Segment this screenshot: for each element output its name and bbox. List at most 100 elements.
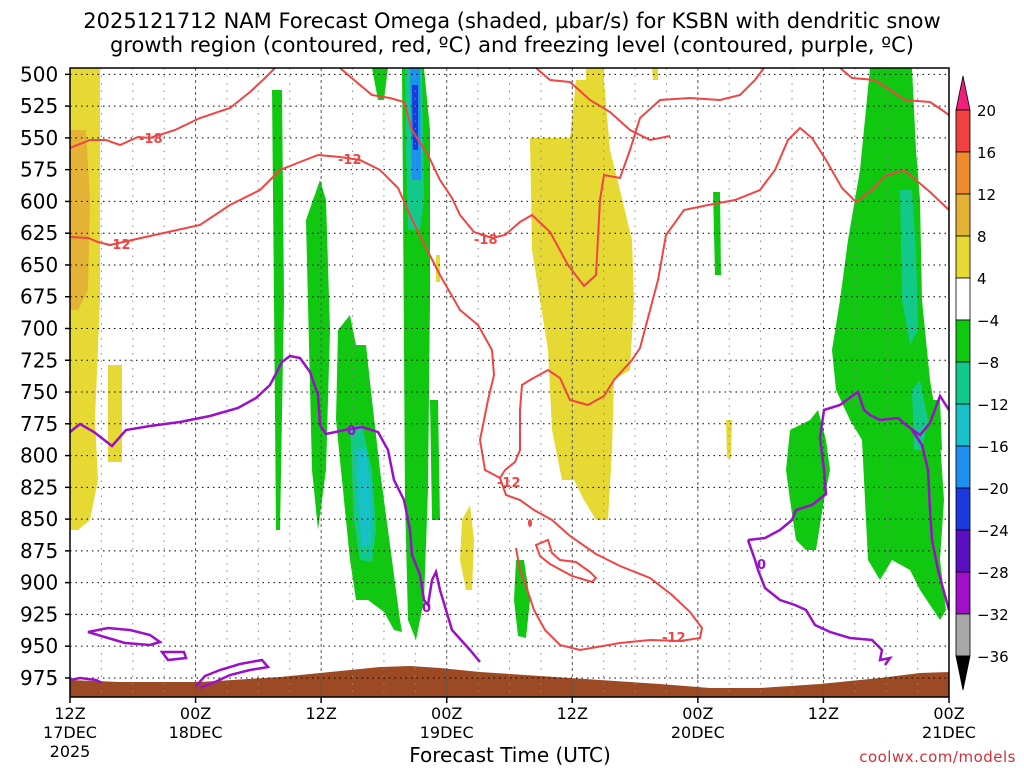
contour-label-red: -12 [338,153,362,168]
omega-sinking-area [430,400,440,520]
colorbar-swatch [955,445,971,489]
omega-sinking-area [412,85,418,150]
purple-contour-line [159,650,188,662]
purple-contour-line [87,626,163,647]
omega-sinking-area [786,410,830,550]
purple-contour-line [70,676,103,685]
y-tick-label: 575 [20,158,58,182]
omega-sinking-area [514,560,530,638]
contour-label-purple: 0 [422,601,431,616]
site-credit: coolwx.com/models [859,748,1016,766]
contour-label-red: -12 [540,555,542,557]
y-tick-label: 625 [20,221,58,245]
y-tick-label: 700 [20,316,58,340]
colorbar-label: 16 [977,144,996,162]
x-tick-label: 20DEC [671,723,725,742]
colorbar-cap-top [955,75,971,111]
colorbar-label: −8 [977,354,999,372]
y-tick-label: 975 [20,666,58,690]
x-tick-label: 18DEC [169,723,223,742]
colorbar-label: 8 [977,228,987,246]
y-tick-label: 950 [20,634,58,658]
colorbar-swatch [955,403,971,447]
purple-contour-line [70,354,481,663]
x-axis-title: Forecast Time (UTC) [409,743,611,767]
contour-label-purple: 0 [757,558,766,573]
colorbar-label: −28 [977,564,1009,582]
x-tick-label: 00Z [682,704,713,723]
colorbar-label: −12 [977,396,1009,414]
colorbar-swatch [955,487,971,531]
omega-rising-area [652,68,658,80]
contour-label-purple: 0 [347,424,356,439]
omega-rising-area [70,130,90,310]
red-contour-line [534,538,598,584]
red-contour-line [499,126,949,479]
y-tick-label: 525 [20,94,58,118]
purple-contour-line [910,429,949,611]
colorbar-swatch [955,151,971,195]
y-tick-label: 600 [20,189,58,213]
y-tick-label: 825 [20,475,58,499]
colorbar-swatch [955,571,971,615]
plot-frame [69,67,950,698]
colorbar-label: 12 [977,186,996,204]
colorbar-swatch [955,613,971,657]
contour-label-red: -18 [139,132,163,147]
y-tick-label: 775 [20,412,58,436]
colorbar-label: 4 [977,270,987,288]
red-contour-line [499,477,704,652]
y-tick-label: 800 [20,444,58,468]
colorbar: 20 16 12 8 4 −4 −8 −12 −16 −20 −24 −28 −32 −36 [955,75,1009,691]
omega-sinking-area [900,190,918,345]
omega-rising-area [530,80,634,520]
red-contour-line [839,68,949,116]
y-tick-label: 650 [20,253,58,277]
purple-contour-line [746,539,893,666]
omega-rising-area [586,68,604,80]
red-contour-line [70,68,276,149]
x-tick-label: 17DEC [43,723,97,742]
colorbar-swatch [955,319,971,363]
y-tick-label: 550 [20,126,58,150]
omega-rising-area [460,505,474,590]
omega-sinking-area [306,180,330,530]
y-axis: 500 525 550 575 600 625 650 675 700 725 750 775 800 8… [20,62,70,690]
y-tick-label: 850 [20,507,58,531]
x-tick-label: 12Z [305,704,336,723]
colorbar-label: 20 [977,102,996,120]
x-tick-label: 19DEC [420,723,474,742]
y-tick-label: 900 [20,571,58,595]
red-contour-line [70,153,501,479]
grid-lines [70,68,949,697]
omega-rising-area [108,365,122,462]
contour-labels: -18 -12 -12 -12 -18 -12 -12 0 0 0 [107,132,766,646]
contour-label-red: -12 [497,476,521,491]
omega-rising-area [436,255,440,282]
red-contour-line [339,68,765,288]
red-contour-line [535,68,671,142]
y-tick-label: 675 [20,285,58,309]
colorbar-swatch [955,109,971,153]
purple-contour-line [195,658,271,690]
colorbar-label: −32 [977,606,1009,624]
omega-sinking-area [713,192,721,275]
colorbar-swatch [955,529,971,573]
x-tick-label: 12Z [54,704,85,723]
colorbar-label: −16 [977,438,1009,456]
omega-sinking-area [356,448,372,545]
x-tick-label: 12Z [557,704,588,723]
x-tick-label: 12Z [808,704,839,723]
x-tick-label: 2025 [50,742,91,761]
omega-sinking-area [272,90,284,530]
colorbar-swatch [955,193,971,237]
purple-contours [70,354,949,690]
colorbar-label: −20 [977,480,1009,498]
colorbar-label: −4 [977,312,999,330]
y-tick-label: 750 [20,380,58,404]
terrain-surface [70,666,949,697]
x-tick-label: 21DEC [922,723,976,742]
contour-label-red: -18 [474,233,498,248]
colorbar-swatch [955,235,971,279]
